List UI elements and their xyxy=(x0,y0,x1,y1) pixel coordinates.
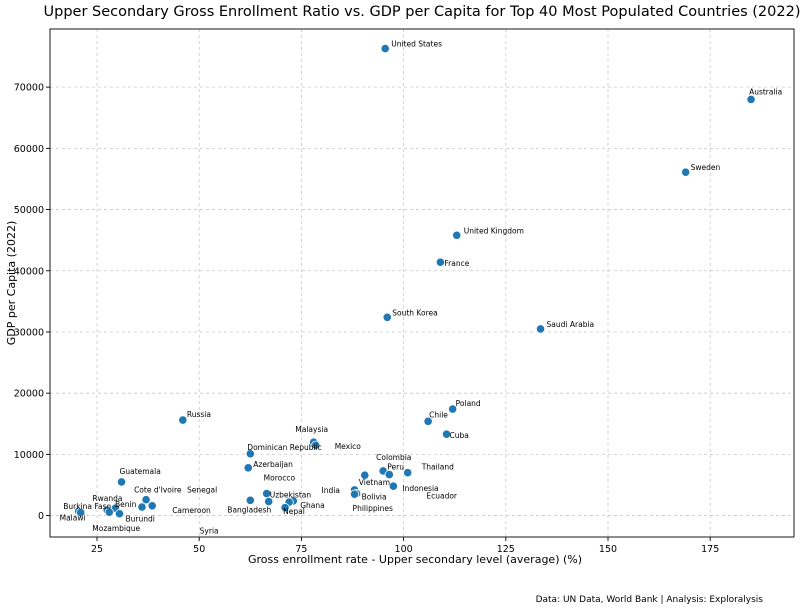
point-label: Poland xyxy=(456,399,481,408)
x-tick-label: 125 xyxy=(497,544,515,555)
x-tick-label: 50 xyxy=(193,544,205,555)
data-point xyxy=(441,429,452,439)
grid-layer xyxy=(50,29,794,537)
data-point xyxy=(349,489,360,499)
source-note: Data: UN Data, World Bank | Analysis: Ex… xyxy=(536,595,764,605)
point-label: Cote d'Ivoire xyxy=(134,486,182,495)
y-tick-label: 20000 xyxy=(14,389,44,400)
point-label: South Korea xyxy=(392,308,437,317)
y-tick-label: 0 xyxy=(38,511,44,522)
point-label: Saudi Arabia xyxy=(547,320,595,329)
point-label: Russia xyxy=(187,410,211,419)
data-point xyxy=(384,469,394,480)
y-tick-label: 70000 xyxy=(14,83,44,94)
point-label: Benin xyxy=(115,500,137,509)
point-label: Burkina Faso xyxy=(63,502,111,511)
point-label: United States xyxy=(391,40,442,49)
data-point xyxy=(114,509,125,519)
x-axis: 25 50 75 100 125 150 175 xyxy=(91,537,719,555)
point-label: Thailand xyxy=(421,463,454,472)
point-label: Mexico xyxy=(335,442,362,451)
point-label: Senegal xyxy=(187,486,217,495)
y-tick-label: 50000 xyxy=(14,205,44,216)
y-tick-label: 40000 xyxy=(14,266,44,277)
point-label: Ecuador xyxy=(426,492,458,501)
point-label: Vietnam xyxy=(359,478,390,487)
plot-frame xyxy=(49,28,795,538)
point-label: Chile xyxy=(429,410,448,419)
data-point xyxy=(452,230,462,240)
data-point xyxy=(435,257,445,267)
data-point xyxy=(243,463,253,473)
point-label: Cameroon xyxy=(172,506,211,515)
data-point xyxy=(137,502,147,512)
data-point xyxy=(403,468,413,478)
data-point xyxy=(178,415,188,425)
data-point xyxy=(448,404,458,414)
point-label: Burundi xyxy=(125,515,154,524)
point-label: Indonesia xyxy=(402,484,438,493)
point-label: Mozambique xyxy=(92,524,140,533)
point-label: Cuba xyxy=(450,431,469,440)
point-label: Bolivia xyxy=(362,493,387,502)
y-tick-label: 30000 xyxy=(14,327,44,338)
point-label: Nepal xyxy=(283,507,305,516)
point-label: Australia xyxy=(749,87,782,96)
data-point xyxy=(104,507,114,517)
point-label: United Kingdom xyxy=(464,226,524,235)
data-point xyxy=(746,94,756,104)
point-label: France xyxy=(444,259,469,268)
point-label: Azerbaijan xyxy=(253,460,293,469)
data-point xyxy=(535,324,546,334)
data-point xyxy=(380,43,390,54)
point-label: Rwanda xyxy=(92,494,122,503)
point-label: Malaysia xyxy=(295,425,328,434)
data-point xyxy=(147,501,157,511)
point-label: Peru xyxy=(387,463,404,472)
data-point xyxy=(264,496,274,507)
point-label: Sweden xyxy=(691,163,721,172)
data-point xyxy=(382,312,392,322)
data-point xyxy=(681,167,691,177)
point-labels-layer: United States Australia Sweden United Kingd… xyxy=(60,40,783,536)
data-point xyxy=(280,503,290,513)
point-label: Colombia xyxy=(376,453,411,462)
point-label: India xyxy=(322,486,340,495)
x-tick-label: 150 xyxy=(599,544,617,555)
point-label: Philippines xyxy=(353,504,394,513)
point-label: Uzbekistan xyxy=(270,491,312,500)
data-point xyxy=(311,440,321,450)
point-label: Ghana xyxy=(300,501,325,510)
y-axis: 0 10000 20000 30000 40000 50000 60000 70000 xyxy=(14,83,50,522)
x-tick-label: 100 xyxy=(395,544,413,555)
data-point xyxy=(245,449,255,459)
data-point xyxy=(245,495,255,505)
point-label: Syria xyxy=(200,527,219,536)
y-axis-label: GDP per Capita (2022) xyxy=(5,221,18,345)
x-tick-label: 75 xyxy=(295,544,307,555)
x-axis-label: Gross enrollment rate - Upper secondary … xyxy=(248,553,582,566)
point-label: Malawi xyxy=(60,513,86,522)
point-label: Guatemala xyxy=(120,467,161,476)
x-tick-label: 175 xyxy=(701,544,719,555)
point-label: Morocco xyxy=(264,474,296,483)
data-point xyxy=(423,416,433,426)
data-point xyxy=(116,477,127,487)
point-label: Bangladesh xyxy=(227,505,271,514)
point-label: Dominican Republic xyxy=(247,443,322,452)
points-layer xyxy=(74,43,756,519)
data-point xyxy=(360,470,370,480)
data-point xyxy=(141,495,151,505)
y-tick-label: 10000 xyxy=(14,450,44,461)
chart-title: Upper Secondary Gross Enrollment Ratio v… xyxy=(44,4,800,20)
x-tick-label: 25 xyxy=(91,544,103,555)
data-point xyxy=(388,481,398,491)
data-point xyxy=(76,507,86,518)
y-tick-label: 60000 xyxy=(14,144,44,155)
